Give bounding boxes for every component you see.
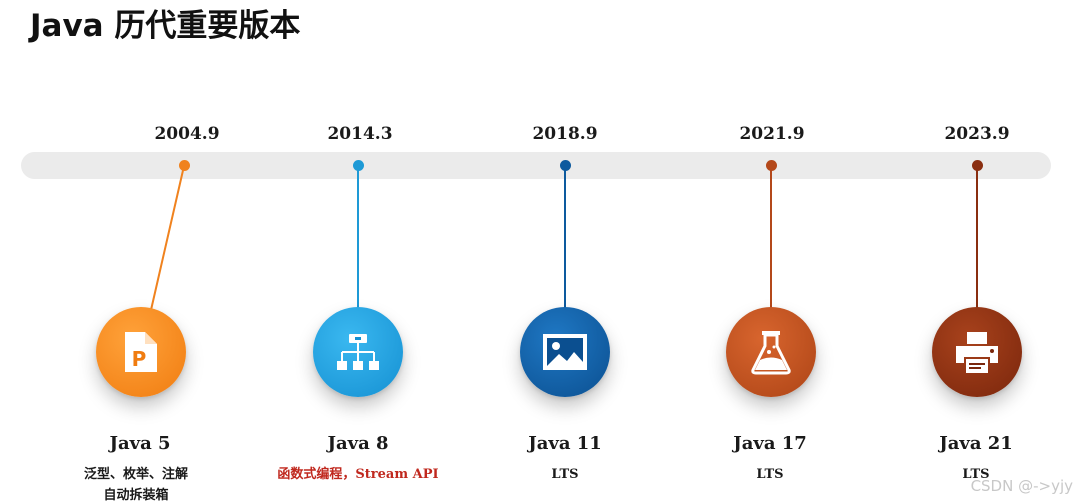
- version-desc-line: 泛型、枚举、注解: [83, 467, 188, 482]
- milestone-date-java8: 2014.3: [327, 124, 393, 144]
- version-badge-java5: P: [96, 307, 186, 397]
- timeline-track: [21, 152, 1051, 179]
- version-badge-java21: [932, 307, 1022, 397]
- watermark: CSDN @->yjy: [970, 477, 1073, 495]
- version-desc-java8: 函数式编程，Stream API: [277, 467, 439, 482]
- version-name-java11: Java 11: [528, 433, 602, 454]
- version-desc-java5: 泛型、枚举、注解 自动拆装箱: [26, 464, 246, 504]
- version-badge-java8: [313, 307, 403, 397]
- version-desc-line: 自动拆装箱: [103, 488, 169, 503]
- version-badge-java11: [520, 307, 610, 397]
- version-name-java8: Java 8: [327, 433, 389, 454]
- svg-text:P: P: [132, 347, 147, 371]
- version-desc-java11: LTS: [551, 467, 579, 482]
- printer-icon: [956, 332, 998, 373]
- timeline-dot-java21: [971, 160, 983, 171]
- timeline-dot-java5: [178, 160, 190, 171]
- page-title: Java 历代重要版本: [30, 8, 301, 44]
- version-desc-java17: LTS: [756, 467, 784, 482]
- version-badge-java17: [726, 307, 816, 397]
- timeline-dot-java17: [765, 160, 777, 171]
- version-name-java5: Java 5: [109, 433, 171, 454]
- milestone-date-java17: 2021.9: [739, 124, 805, 144]
- image-icon: [543, 334, 587, 370]
- milestone-date-java11: 2018.9: [532, 124, 598, 144]
- timeline-dot-java11: [559, 160, 571, 171]
- version-name-java21: Java 21: [939, 433, 1013, 454]
- version-desc-java21: LTS: [962, 467, 990, 482]
- document-p-icon: P: [125, 332, 157, 372]
- connector-java5: [150, 165, 185, 311]
- flask-icon: [751, 331, 791, 375]
- milestone-date-java21: 2023.9: [944, 124, 1010, 144]
- timeline-dot-java8: [352, 160, 364, 171]
- hierarchy-icon: [337, 334, 379, 370]
- version-name-java17: Java 17: [733, 433, 807, 454]
- milestone-date-java5: 2004.9: [154, 124, 220, 144]
